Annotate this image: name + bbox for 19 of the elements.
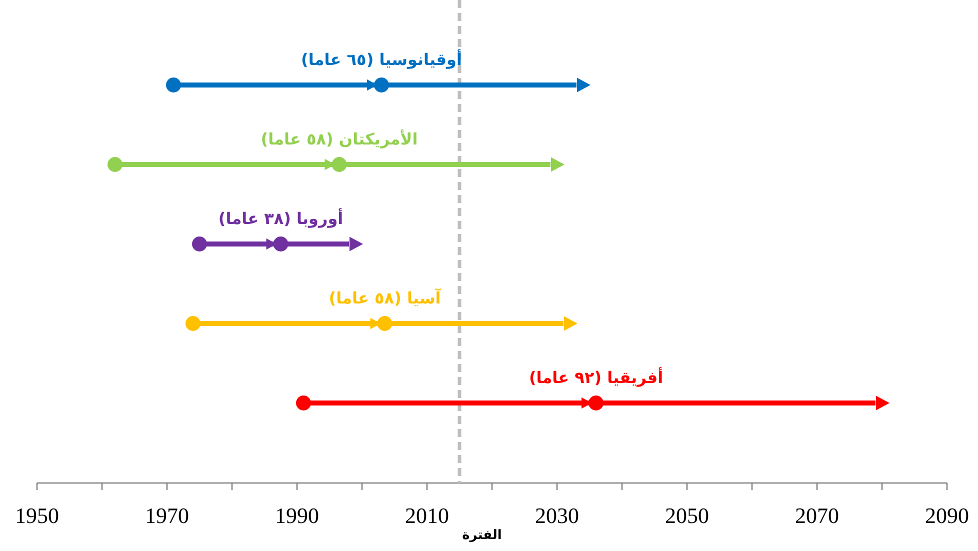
point bbox=[332, 157, 347, 172]
point bbox=[588, 396, 604, 410]
x-tick-label: 2030 bbox=[535, 503, 579, 528]
point bbox=[377, 316, 392, 331]
x-tick-label: 2050 bbox=[665, 503, 709, 528]
y-tick-label: الأمريكتان (٥٨ عاما) bbox=[260, 128, 418, 148]
y-tick-label: أوروبا (٣٨ عاما) bbox=[218, 208, 344, 228]
x-tick-label: 1970 bbox=[145, 503, 189, 528]
y-tick-label: أفريقيا (٩٢ عاما) bbox=[528, 367, 664, 387]
x-tick-label: 1950 bbox=[15, 503, 59, 528]
x-tick-label: 2070 bbox=[795, 503, 839, 528]
point bbox=[273, 236, 288, 252]
x-tick-label: 2010 bbox=[405, 503, 449, 528]
y-tick-label: أوقيانوسيا (٦٥ عاما) bbox=[301, 49, 462, 69]
y-tick-label: آسيا (٥٨ عاما) bbox=[328, 288, 442, 308]
point bbox=[374, 78, 389, 92]
x-tick-label: 1990 bbox=[275, 503, 319, 528]
x-tick-label: 2090 bbox=[925, 503, 969, 528]
x-axis-title: الفترة bbox=[462, 528, 502, 543]
